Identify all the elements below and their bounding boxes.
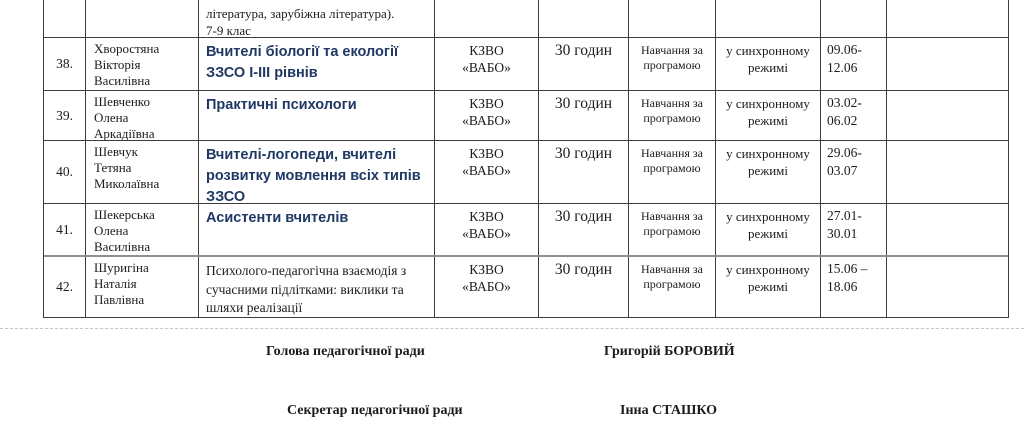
signature-role-secretary: Секретар педагогічної ради [287,403,463,418]
hours-cell: 30 годин [539,204,629,255]
participant-name-cell: Шекерська Олена Василівна [86,204,199,255]
notes-cell [887,38,1008,90]
row-number-cell: 42. [44,257,86,317]
provider-cell: КЗВО «ВАБО» [435,38,539,90]
course-audience-cell: Асистенти вчителів [199,204,435,255]
training-mode-cell: у синхронному режимі [716,257,821,317]
dates-cell: 03.02- 06.02 [821,91,887,140]
course-audience-cell: Вчителі-логопеди, вчителі розвитку мовле… [199,141,435,203]
training-mode-cell: у синхронному режимі [716,141,821,203]
participant-name-cell: Шевченко Олена Аркадіївна [86,91,199,140]
training-format-cell: Навчання за програмою [629,141,716,203]
table-row: 41. Шекерська Олена Василівна Асистенти … [44,203,1008,255]
course-audience-cell: Практичні психологи [199,91,435,140]
table-row: 40. Шевчук Тетяна Миколаївна Вчителі-лог… [44,140,1008,203]
participant-name-cell [86,0,199,37]
page-break-line [0,328,1024,329]
dates-cell: 29.06- 03.07 [821,141,887,203]
table-row: 42. Шуригіна Наталія Павлівна Психолого-… [44,255,1008,317]
training-mode-cell [716,0,821,37]
provider-cell: КЗВО «ВАБО» [435,204,539,255]
table-row-continuation: література, зарубіжна література). 7-9 к… [44,0,1008,37]
signature-name-head: Григорій БОРОВИЙ [604,344,735,359]
training-format-cell: Навчання за програмою [629,204,716,255]
row-number-cell: 38. [44,38,86,90]
row-number-cell [44,0,86,37]
participant-name-cell: Хворостяна Вікторія Василівна [86,38,199,90]
signature-role-head: Голова педагогічної ради [266,344,425,359]
training-format-cell: Навчання за програмою [629,38,716,90]
signature-name-secretary: Інна СТАШКО [620,403,718,418]
training-mode-cell: у синхронному режимі [716,204,821,255]
notes-cell [887,91,1008,140]
notes-cell [887,204,1008,255]
hours-cell: 30 годин [539,91,629,140]
row-number-cell: 40. [44,141,86,203]
notes-cell [887,0,1008,37]
table-body: 38. Хворостяна Вікторія Василівна Вчител… [44,37,1008,317]
hours-cell: 30 годин [539,38,629,90]
provider-cell: КЗВО «ВАБО» [435,257,539,317]
hours-cell: 30 годин [539,141,629,203]
training-mode-cell: у синхронному режимі [716,38,821,90]
training-mode-cell: у синхронному режимі [716,91,821,140]
dates-cell: 09.06- 12.06 [821,38,887,90]
dates-cell [821,0,887,37]
notes-cell [887,141,1008,203]
dates-cell: 15.06 – 18.06 [821,257,887,317]
course-audience-cell: Психолого-педагогічна взаємодія з сучасн… [199,257,435,317]
training-format-cell: Навчання за програмою [629,257,716,317]
participant-name-cell: Шуригіна Наталія Павлівна [86,257,199,317]
provider-cell: КЗВО «ВАБО» [435,91,539,140]
course-audience-cell: Вчителі біології та екології ЗЗСО І-ІІІ … [199,38,435,90]
participant-name-cell: Шевчук Тетяна Миколаївна [86,141,199,203]
table-row: 39. Шевченко Олена Аркадіївна Практичні … [44,90,1008,140]
dates-cell: 27.01- 30.01 [821,204,887,255]
provider-cell [435,0,539,37]
row-number-cell: 39. [44,91,86,140]
row-number-cell: 41. [44,204,86,255]
hours-cell: 30 годин [539,257,629,317]
notes-cell [887,257,1008,317]
hours-cell [539,0,629,37]
training-format-cell [629,0,716,37]
registry-table: література, зарубіжна література). 7-9 к… [43,0,1009,318]
course-audience-cell: література, зарубіжна література). 7-9 к… [199,0,435,37]
table-row: 38. Хворостяна Вікторія Василівна Вчител… [44,37,1008,90]
training-format-cell: Навчання за програмою [629,91,716,140]
provider-cell: КЗВО «ВАБО» [435,141,539,203]
